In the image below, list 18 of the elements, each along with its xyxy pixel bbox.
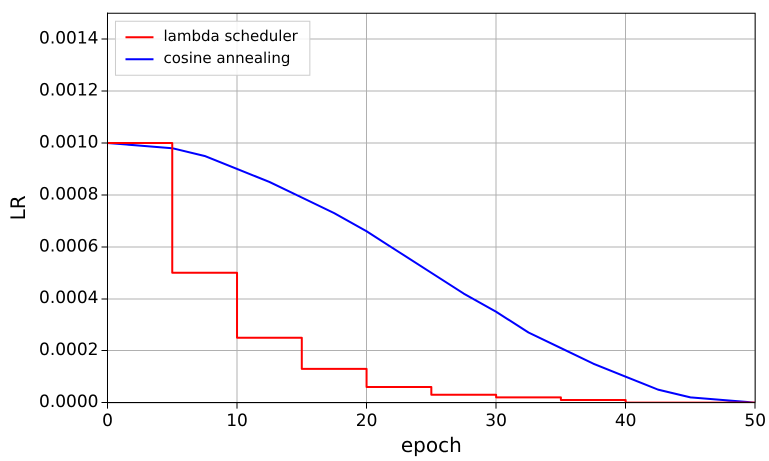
y-tick-label: 0.0012 bbox=[39, 80, 98, 100]
y-tick-label: 0.0006 bbox=[39, 236, 98, 256]
x-tick-label: 20 bbox=[356, 411, 378, 432]
y-tick-label: 0.0004 bbox=[39, 288, 98, 308]
y-axis-title: LR bbox=[6, 195, 30, 220]
legend-label: lambda scheduler bbox=[163, 27, 299, 46]
x-tick-label: 0 bbox=[102, 411, 113, 432]
y-tick-label: 0.0002 bbox=[39, 340, 98, 360]
x-tick-label: 50 bbox=[744, 411, 766, 432]
x-axis-title: epoch bbox=[400, 433, 462, 458]
y-tick-label: 0.0000 bbox=[39, 392, 98, 412]
y-tick-label: 0.0014 bbox=[39, 28, 98, 49]
y-tick-label: 0.0010 bbox=[39, 132, 98, 152]
legend-label: cosine annealing bbox=[163, 49, 290, 68]
x-tick-label: 30 bbox=[485, 411, 507, 432]
x-tick-label: 10 bbox=[226, 411, 248, 432]
y-tick-label: 0.0008 bbox=[39, 184, 98, 204]
x-tick-label: 40 bbox=[614, 411, 636, 432]
